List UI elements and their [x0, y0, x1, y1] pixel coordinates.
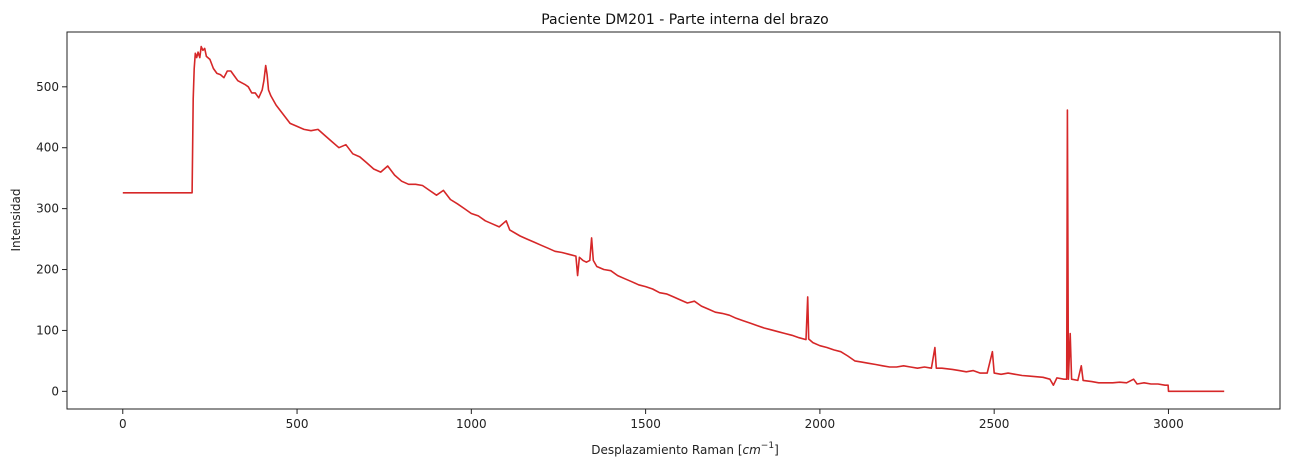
- x-tick-label: 2000: [805, 417, 836, 431]
- y-tick-label: 400: [36, 141, 59, 155]
- x-axis-label-suffix: ]: [774, 443, 779, 457]
- y-axis-ticks: 0 100 200 300 400 500: [36, 80, 67, 398]
- x-axis-label-prefix: Desplazamiento Raman [: [591, 443, 742, 457]
- x-tick-label: 1500: [630, 417, 661, 431]
- y-tick-label: 100: [36, 323, 59, 337]
- x-axis-label-unit: cm: [743, 443, 761, 457]
- y-axis-label: Intensidad: [9, 188, 23, 251]
- x-tick-label: 0: [119, 417, 127, 431]
- chart-title: Paciente DM201 - Parte interna del brazo: [541, 12, 829, 28]
- plot-area: [66, 31, 1281, 410]
- x-axis-label-exponent: −1: [761, 441, 774, 451]
- y-tick-label: 300: [36, 202, 59, 216]
- x-axis-ticks: 0 500 1000 1500 2000 2500 3000: [119, 409, 1184, 431]
- x-tick-label: 500: [286, 417, 309, 431]
- plot-frame: [66, 31, 1281, 410]
- y-tick-label: 200: [36, 263, 59, 277]
- y-tick-label: 0: [51, 384, 59, 398]
- series-line: [122, 45, 1225, 393]
- y-tick-label: 500: [36, 80, 59, 94]
- x-tick-label: 3000: [1153, 417, 1184, 431]
- x-axis-label: Desplazamiento Raman [cm−1]: [591, 441, 779, 457]
- x-tick-label: 1000: [456, 417, 487, 431]
- x-tick-label: 2500: [979, 417, 1010, 431]
